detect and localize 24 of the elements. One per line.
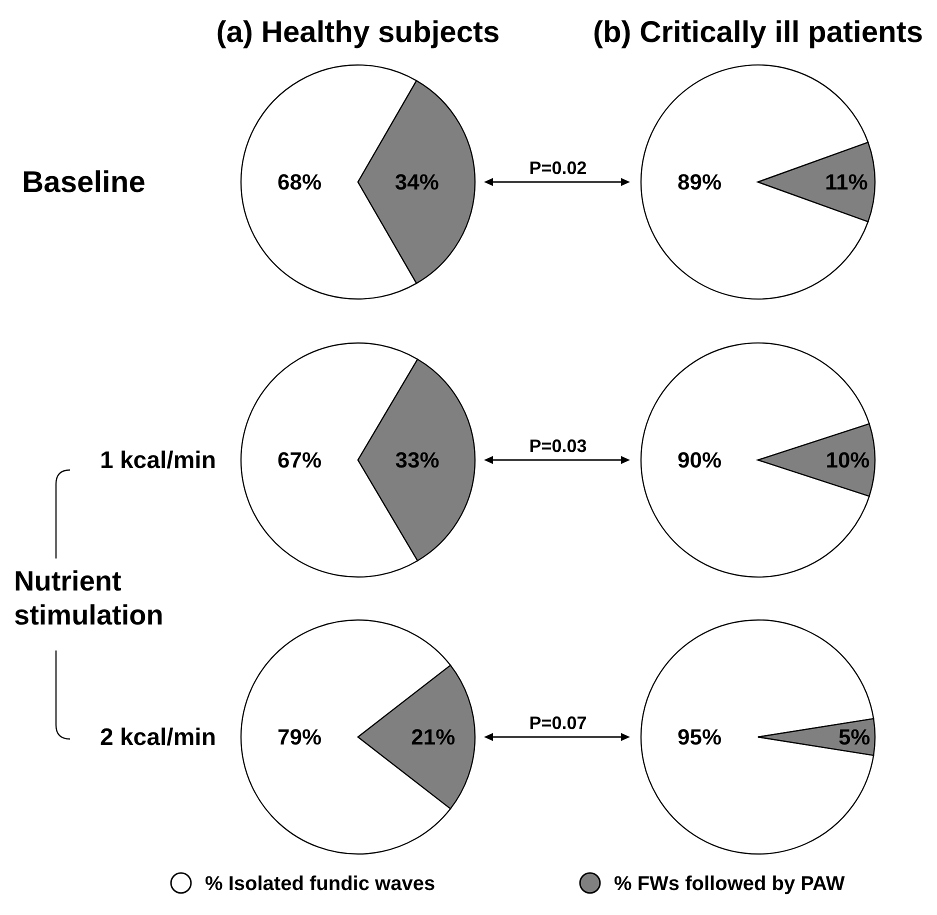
- text: P=0.03: [529, 436, 587, 456]
- data-label: 21%: [411, 724, 456, 750]
- data-label: 5%: [838, 724, 870, 750]
- data-label: 89%: [677, 170, 722, 195]
- pie-slice: [640, 619, 874, 855]
- text: 1 kcal/min: [100, 447, 216, 474]
- text: Baseline: [22, 166, 146, 199]
- data-label: 79%: [277, 724, 322, 750]
- legend-label: % FWs followed by PAW: [614, 873, 845, 895]
- data-label: 95%: [677, 724, 722, 750]
- data-label: 34%: [394, 170, 439, 195]
- data-label: 33%: [395, 448, 440, 473]
- chart-title: (a) Healthy subjects: [216, 16, 500, 49]
- legend-label: % Isolated fundic waves: [205, 873, 436, 895]
- text: P=0.07: [529, 713, 587, 733]
- data-label: 11%: [825, 170, 868, 195]
- data-label: 68%: [277, 170, 322, 195]
- text: 2 kcal/min: [100, 724, 216, 751]
- text: P=0.02: [529, 158, 587, 178]
- data-label: 10%: [826, 448, 870, 473]
- data-label: 90%: [677, 448, 722, 473]
- text: Nutrient stimulation: [14, 566, 164, 630]
- chart-title: (b) Critically ill patients: [592, 16, 924, 49]
- data-label: 67%: [277, 448, 322, 473]
